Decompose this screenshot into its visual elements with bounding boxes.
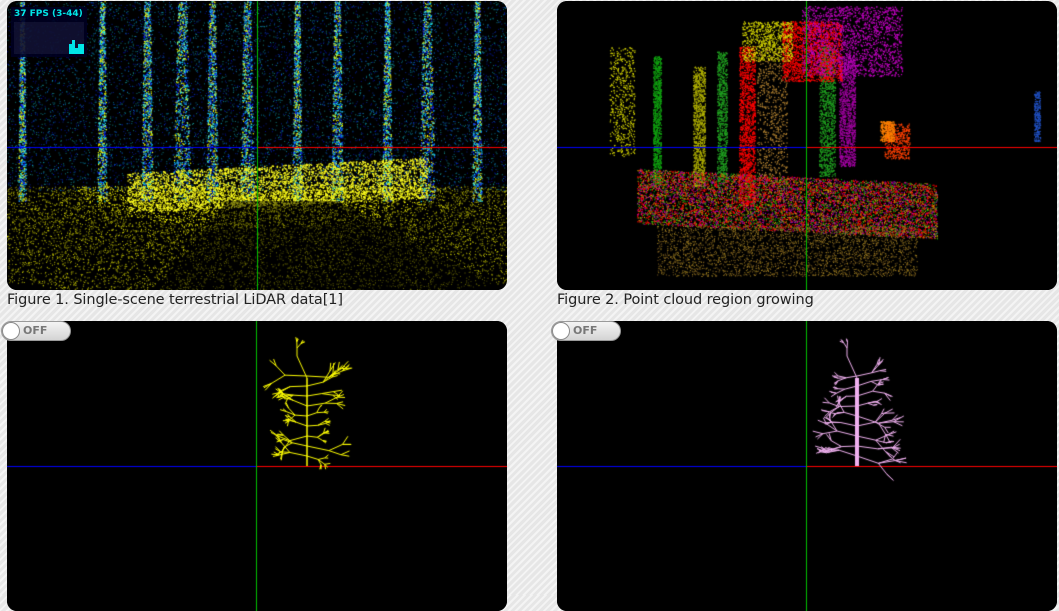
toggle-knob [552,322,570,340]
region-growing-viewport[interactable] [557,1,1057,290]
toggle-switch-right[interactable]: OFF [551,321,621,341]
toggle-label: OFF [573,324,598,337]
figure-2-caption: Figure 2. Point cloud region growing [557,292,814,308]
fps-text: 37 FPS (3-44) [14,9,83,19]
toggle-label: OFF [23,324,48,337]
lidar-viewport[interactable]: 37 FPS (3-44) [7,1,507,290]
fps-stats-panel[interactable]: 37 FPS (3-44) [11,7,87,57]
lidar-point-cloud[interactable] [7,1,507,290]
tree-skeleton-pink[interactable] [557,321,1057,611]
skeleton-viewport-left[interactable] [7,321,507,611]
figure-1-caption: Figure 1. Single-scene terrestrial LiDAR… [7,292,343,308]
fps-graph [14,22,84,54]
tree-skeleton-yellow[interactable] [7,321,507,611]
toggle-switch-left[interactable]: OFF [1,321,71,341]
toggle-knob [2,322,20,340]
skeleton-viewport-right[interactable] [557,321,1057,611]
region-growing-point-cloud[interactable] [557,1,1057,290]
